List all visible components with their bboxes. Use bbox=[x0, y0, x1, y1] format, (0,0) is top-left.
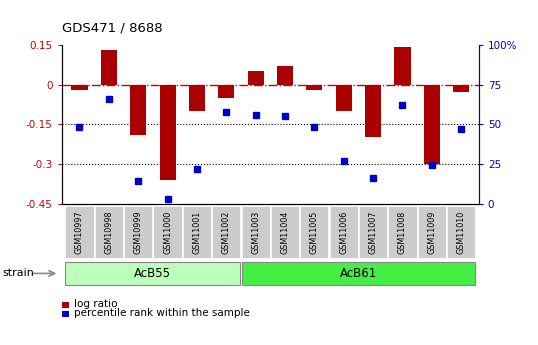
Bar bbox=[300, 206, 329, 258]
Bar bbox=[218, 85, 235, 98]
Text: GSM11006: GSM11006 bbox=[339, 210, 348, 254]
Text: GSM10997: GSM10997 bbox=[75, 210, 84, 254]
Text: GSM11003: GSM11003 bbox=[251, 210, 260, 254]
Bar bbox=[101, 50, 117, 85]
Text: GSM11000: GSM11000 bbox=[163, 210, 172, 254]
Bar bbox=[183, 206, 211, 258]
Bar bbox=[388, 206, 416, 258]
Bar bbox=[306, 85, 322, 90]
Text: AcB55: AcB55 bbox=[134, 267, 172, 280]
Text: GSM11007: GSM11007 bbox=[369, 210, 378, 254]
Bar bbox=[277, 66, 293, 85]
Bar bbox=[242, 206, 270, 258]
Text: log ratio: log ratio bbox=[74, 299, 118, 309]
Bar bbox=[447, 206, 475, 258]
Bar bbox=[330, 206, 358, 258]
Text: GSM11010: GSM11010 bbox=[457, 210, 466, 254]
Bar bbox=[359, 206, 387, 258]
Bar bbox=[124, 206, 152, 258]
Bar bbox=[394, 48, 410, 85]
Bar bbox=[271, 206, 299, 258]
Bar bbox=[72, 85, 88, 90]
Bar bbox=[130, 85, 146, 135]
Bar bbox=[95, 206, 123, 258]
Text: GSM11005: GSM11005 bbox=[310, 210, 319, 254]
Text: GSM11001: GSM11001 bbox=[193, 210, 201, 254]
Bar bbox=[424, 85, 440, 164]
Bar bbox=[66, 262, 240, 285]
Text: GSM10999: GSM10999 bbox=[134, 210, 143, 254]
Bar bbox=[453, 85, 469, 92]
Text: GSM11002: GSM11002 bbox=[222, 210, 231, 254]
Bar bbox=[159, 85, 175, 180]
Bar bbox=[365, 85, 381, 137]
Text: GSM11004: GSM11004 bbox=[280, 210, 289, 254]
Bar bbox=[212, 206, 240, 258]
Bar bbox=[189, 85, 205, 111]
Bar bbox=[242, 262, 475, 285]
Bar bbox=[336, 85, 352, 111]
Bar bbox=[417, 206, 446, 258]
Text: GSM10998: GSM10998 bbox=[104, 210, 114, 254]
Bar bbox=[247, 71, 264, 85]
Bar bbox=[153, 206, 182, 258]
Text: GSM11008: GSM11008 bbox=[398, 210, 407, 254]
Text: strain: strain bbox=[3, 268, 34, 278]
Bar bbox=[66, 206, 94, 258]
Text: AcB61: AcB61 bbox=[340, 267, 377, 280]
Text: GSM11009: GSM11009 bbox=[427, 210, 436, 254]
Text: percentile rank within the sample: percentile rank within the sample bbox=[74, 308, 250, 318]
Text: GDS471 / 8688: GDS471 / 8688 bbox=[62, 21, 162, 34]
